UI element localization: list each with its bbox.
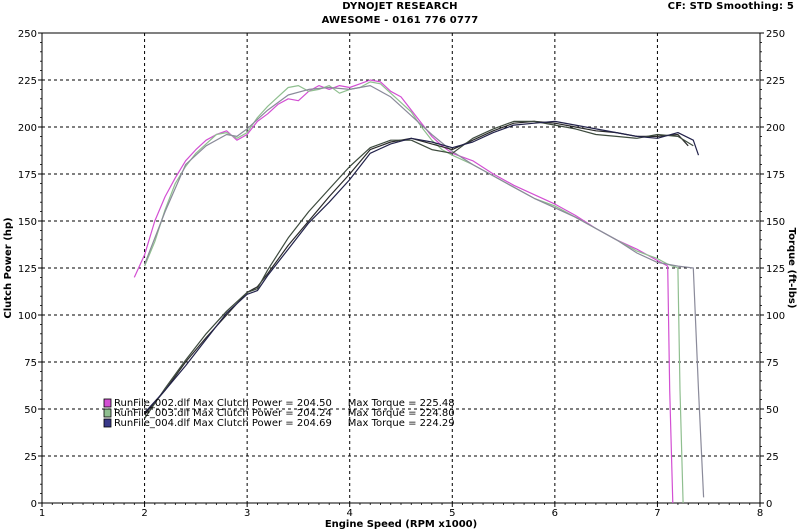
legend-label: RunFile_002.dlf Max Clutch Power = 204.5… [114, 398, 455, 409]
torque-line-runfile-004-dlf [144, 84, 705, 498]
x-tick-label: 3 [244, 508, 250, 519]
y-tick-label-left: 0 [31, 499, 37, 510]
y-axis-label-left: Clutch Power (hp) [3, 217, 14, 318]
torque-line-runfile-002-dlf [133, 79, 674, 504]
y-tick-label-left: 75 [24, 358, 37, 369]
y-tick-label-right: 175 [766, 170, 785, 181]
legend-label: RunFile_003.dlf Max Clutch Power = 204.2… [114, 408, 455, 419]
y-tick-label-right: 25 [766, 452, 779, 463]
y-tick-label-right: 100 [766, 311, 785, 322]
legend: RunFile_002.dlf Max Clutch Power = 204.5… [103, 398, 455, 429]
x-tick-label: 7 [654, 508, 660, 519]
x-tick-label: 5 [449, 508, 455, 519]
y-tick-label-right: 150 [766, 217, 785, 228]
x-tick-label: 4 [347, 508, 353, 519]
y-tick-label-left: 150 [18, 217, 37, 228]
legend-label: RunFile_004.dlf Max Clutch Power = 204.6… [114, 418, 455, 429]
y-tick-label-left: 250 [18, 29, 37, 40]
y-tick-label-right: 250 [766, 29, 785, 40]
y-tick-label-right: 200 [766, 123, 785, 134]
legend-swatch [103, 408, 112, 418]
x-tick-label: 6 [552, 508, 558, 519]
x-tick-label: 8 [757, 508, 763, 519]
y-tick-label-right: 50 [766, 405, 779, 416]
y-tick-label-right: 125 [766, 264, 785, 275]
x-tick-label: 2 [141, 508, 147, 519]
y-tick-label-right: 75 [766, 358, 779, 369]
y-tick-label-right: 225 [766, 76, 785, 87]
y-tick-label-right: 0 [766, 499, 772, 510]
legend-swatch [103, 398, 112, 408]
y-tick-label-left: 100 [18, 311, 37, 322]
y-tick-label-left: 175 [18, 170, 37, 181]
x-axis-label: Engine Speed (RPM x1000) [325, 519, 477, 530]
legend-swatch [103, 418, 112, 428]
x-tick-label: 1 [39, 508, 45, 519]
y-axis-label-right: Torque (ft-lbs) [786, 228, 797, 309]
grid [42, 33, 760, 503]
y-tick-label-left: 25 [24, 452, 37, 463]
plot-frame [41, 32, 761, 504]
y-tick-label-left: 200 [18, 123, 37, 134]
torque-line-runfile-003-dlf [144, 81, 684, 504]
chart-subtitle: AWESOME - 0161 776 0777 [321, 15, 479, 26]
y-tick-label-left: 225 [18, 76, 37, 87]
power-line-runfile-004-dlf [144, 120, 700, 414]
series-group [133, 79, 705, 504]
y-tick-label-left: 125 [18, 264, 37, 275]
power-line-runfile-003-dlf [144, 120, 694, 419]
chart-title: DYNOJET RESEARCH [342, 1, 458, 12]
settings-readout: CF: STD Smoothing: 5 [667, 1, 794, 12]
y-tick-label-left: 50 [24, 405, 37, 416]
